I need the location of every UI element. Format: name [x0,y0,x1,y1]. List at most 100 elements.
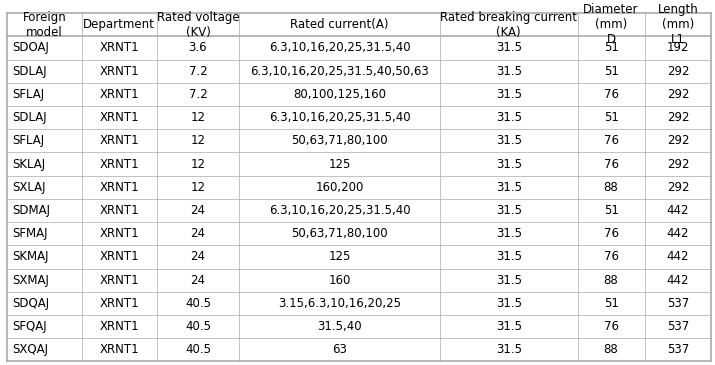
Text: 31.5: 31.5 [495,297,522,310]
Text: 88: 88 [603,343,618,356]
Text: SDLAJ: SDLAJ [12,111,46,124]
Text: XRNT1: XRNT1 [99,65,139,78]
Text: SDMAJ: SDMAJ [12,204,50,217]
Text: 76: 76 [603,88,618,101]
Text: 442: 442 [666,250,689,264]
Text: 50,63,71,80,100: 50,63,71,80,100 [291,227,388,240]
Text: 292: 292 [666,134,689,147]
Text: 40.5: 40.5 [185,320,211,333]
Text: 6.3,10,16,20,25,31.5,40: 6.3,10,16,20,25,31.5,40 [269,41,410,54]
Text: Rated breaking current
(KA): Rated breaking current (KA) [440,11,577,39]
Text: SKLAJ: SKLAJ [12,158,45,170]
Text: 292: 292 [666,88,689,101]
Text: 537: 537 [667,320,689,333]
Text: XRNT1: XRNT1 [99,227,139,240]
Text: 292: 292 [666,158,689,170]
Text: 31.5: 31.5 [495,227,522,240]
Text: 76: 76 [603,134,618,147]
Text: 7.2: 7.2 [189,88,207,101]
Text: 50,63,71,80,100: 50,63,71,80,100 [291,134,388,147]
Text: 31.5: 31.5 [495,111,522,124]
Text: 24: 24 [190,274,205,287]
Text: 76: 76 [603,320,618,333]
Text: 31.5: 31.5 [495,320,522,333]
Text: 537: 537 [667,343,689,356]
Text: XRNT1: XRNT1 [99,181,139,194]
Text: 6.3,10,16,20,25,31.5,40: 6.3,10,16,20,25,31.5,40 [269,111,410,124]
Text: XRNT1: XRNT1 [99,320,139,333]
Text: XRNT1: XRNT1 [99,343,139,356]
Text: XRNT1: XRNT1 [99,134,139,147]
Text: 31.5: 31.5 [495,158,522,170]
Text: 80,100,125,160: 80,100,125,160 [293,88,386,101]
Text: 12: 12 [190,134,205,147]
Text: 3.6: 3.6 [189,41,207,54]
Text: 31.5: 31.5 [495,181,522,194]
Text: SXLAJ: SXLAJ [12,181,46,194]
Text: XRNT1: XRNT1 [99,250,139,264]
Text: 12: 12 [190,111,205,124]
Text: 51: 51 [603,111,618,124]
Text: SDQAJ: SDQAJ [12,297,49,310]
Text: 125: 125 [328,158,351,170]
Text: 442: 442 [666,274,689,287]
Text: SFQAJ: SFQAJ [12,320,46,333]
Text: 125: 125 [328,250,351,264]
Text: 51: 51 [603,65,618,78]
Text: SDOAJ: SDOAJ [12,41,49,54]
Text: 40.5: 40.5 [185,343,211,356]
Text: XRNT1: XRNT1 [99,204,139,217]
Text: Diameter
(mm)
D: Diameter (mm) D [583,3,638,46]
Text: 24: 24 [190,227,205,240]
Text: 31.5: 31.5 [495,41,522,54]
Text: 31.5: 31.5 [495,134,522,147]
Text: Foreign
model: Foreign model [23,11,66,39]
Text: 160,200: 160,200 [315,181,364,194]
Text: 51: 51 [603,41,618,54]
Text: Department: Department [84,18,155,31]
Text: 31.5,40: 31.5,40 [317,320,362,333]
Text: 31.5: 31.5 [495,204,522,217]
Text: XRNT1: XRNT1 [99,41,139,54]
Text: 292: 292 [666,111,689,124]
Text: XRNT1: XRNT1 [99,88,139,101]
Text: SKMAJ: SKMAJ [12,250,49,264]
Text: 76: 76 [603,250,618,264]
Text: SFLAJ: SFLAJ [12,88,44,101]
Text: 24: 24 [190,204,205,217]
Text: Rated voltage
(KV): Rated voltage (KV) [157,11,240,39]
Text: 7.2: 7.2 [189,65,207,78]
Text: 76: 76 [603,158,618,170]
Text: 31.5: 31.5 [495,343,522,356]
Text: 292: 292 [666,181,689,194]
Text: SDLAJ: SDLAJ [12,65,46,78]
Text: 537: 537 [667,297,689,310]
Text: 12: 12 [190,181,205,194]
Text: SXQAJ: SXQAJ [12,343,48,356]
Text: SFMAJ: SFMAJ [12,227,48,240]
Text: 160: 160 [328,274,351,287]
Text: 51: 51 [603,297,618,310]
Text: XRNT1: XRNT1 [99,297,139,310]
Text: 31.5: 31.5 [495,88,522,101]
Text: 88: 88 [603,181,618,194]
Text: 3.15,6.3,10,16,20,25: 3.15,6.3,10,16,20,25 [278,297,401,310]
Text: 442: 442 [666,204,689,217]
Text: XRNT1: XRNT1 [99,158,139,170]
Text: SFLAJ: SFLAJ [12,134,44,147]
Text: 31.5: 31.5 [495,274,522,287]
Text: 31.5: 31.5 [495,65,522,78]
Text: 12: 12 [190,158,205,170]
Text: 51: 51 [603,204,618,217]
Text: Length
(mm)
L1: Length (mm) L1 [658,3,699,46]
Text: 292: 292 [666,65,689,78]
Text: Rated current(A): Rated current(A) [290,18,389,31]
Text: 63: 63 [332,343,347,356]
Text: 442: 442 [666,227,689,240]
Text: 88: 88 [603,274,618,287]
Text: 76: 76 [603,227,618,240]
Text: 31.5: 31.5 [495,250,522,264]
Text: SXMAJ: SXMAJ [12,274,49,287]
Text: XRNT1: XRNT1 [99,111,139,124]
Text: XRNT1: XRNT1 [99,274,139,287]
